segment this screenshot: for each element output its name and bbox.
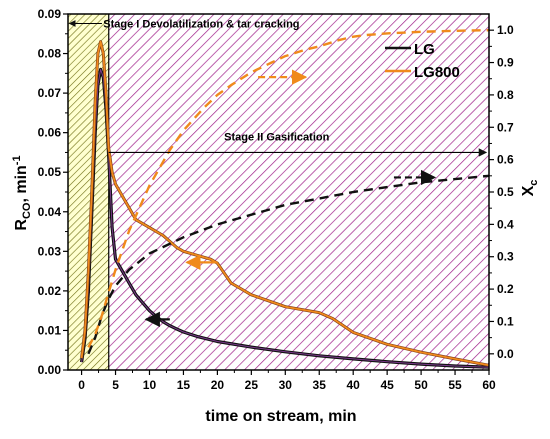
series-lg800-line: [80, 40, 490, 367]
y-right-tick-label: 0.0: [497, 347, 514, 361]
stage-2-label: Stage II Gasification: [224, 132, 329, 144]
legend-label-lg: LG: [414, 41, 435, 58]
y-right-tick-label: 0.6: [497, 153, 514, 167]
y-left-tick-label: 0.04: [38, 205, 62, 219]
y-right-axis-ticks: 0.0 0.1 0.2 0.3 0.4 0.5 0.6 0.7 0.8 0.9 1.0: [489, 23, 514, 361]
series-xc-black-line: [87, 174, 490, 355]
y-left-title-sup: -1: [11, 155, 23, 165]
y-left-tick-label: 0.00: [38, 363, 62, 377]
y-right-tick-label: 0.3: [497, 250, 514, 264]
y-right-tick-label: 1.0: [497, 23, 514, 37]
annotations: Stage I Devolatilization & tar cracking S…: [68, 18, 488, 157]
y-left-title-sub: CO: [21, 202, 33, 219]
y-left-tick-label: 0.05: [38, 165, 62, 179]
y-right-tick-label: 0.7: [497, 120, 514, 134]
series-layer: [80, 29, 490, 369]
y-left-tick-label: 0.06: [38, 126, 62, 140]
y-left-axis-title: RCO, min-1: [11, 155, 33, 230]
x-tick-label: 55: [448, 378, 462, 392]
y-right-tick-label: 0.4: [497, 217, 514, 231]
y-left-title-main: R: [13, 219, 30, 231]
x-tick-label: 30: [279, 378, 293, 392]
x-tick-label: 40: [347, 378, 361, 392]
y-right-title-main: X: [520, 185, 537, 196]
x-tick-label: 20: [211, 378, 225, 392]
y-left-tick-label: 0.02: [38, 284, 62, 298]
y-right-tick-label: 0.9: [497, 56, 514, 70]
x-tick-label: 50: [414, 378, 428, 392]
y-left-axis-ticks: 0.00 0.01 0.02 0.03 0.04 0.05 0.06 0.07 0.08 0.09: [38, 7, 68, 377]
x-tick-label: 25: [245, 378, 259, 392]
y-right-tick-label: 0.8: [497, 88, 514, 102]
legend-label-lg800: LG800: [414, 64, 460, 81]
x-tick-label: 10: [143, 378, 157, 392]
y-right-tick-label: 0.2: [497, 282, 514, 296]
y-left-tick-label: 0.08: [38, 47, 62, 61]
series-xc-orange-line: [87, 29, 490, 348]
x-tick-label: 60: [482, 378, 496, 392]
y-right-tick-label: 0.5: [497, 185, 514, 199]
x-axis-title: time on stream, min: [205, 408, 356, 425]
y-left-tick-label: 0.01: [38, 323, 62, 337]
x-tick-label: 35: [313, 378, 327, 392]
y-right-tick-label: 0.1: [497, 314, 514, 328]
legend: LG LG800: [385, 41, 460, 81]
y-left-tick-label: 0.09: [38, 7, 62, 21]
y-left-tick-label: 0.03: [38, 244, 62, 258]
y-right-title-sub: c: [528, 180, 540, 186]
direction-arrows: [144, 69, 437, 328]
x-tick-label: 15: [177, 378, 191, 392]
x-tick-label: 5: [112, 378, 119, 392]
stage-1-label: Stage I Devolatilization & tar cracking: [103, 18, 299, 30]
x-tick-label: 0: [78, 378, 85, 392]
y-right-axis-title: Xc: [520, 180, 540, 197]
series-lg-line: [81, 68, 490, 368]
y-left-title-tail: , min: [13, 165, 30, 202]
y-left-tick-label: 0.07: [38, 86, 62, 100]
x-axis-ticks: 0 5 10 15 20 25 30 35 40 45 50 55 60: [78, 370, 496, 392]
x-tick-label: 45: [380, 378, 394, 392]
